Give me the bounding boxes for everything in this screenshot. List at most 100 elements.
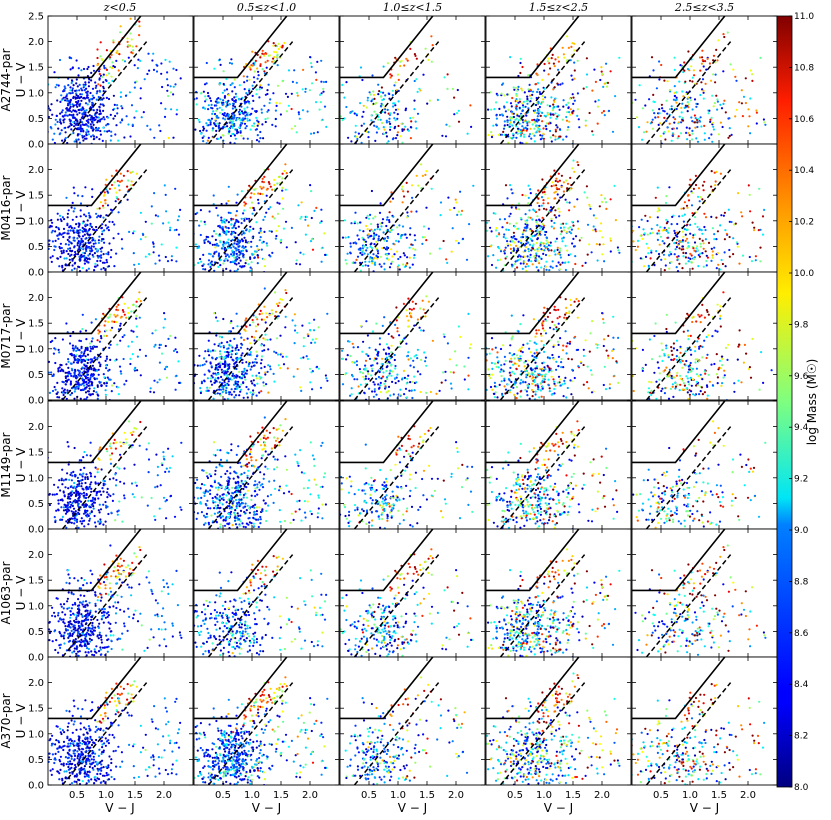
data-point — [223, 112, 226, 115]
data-point — [535, 219, 538, 222]
data-point — [536, 249, 539, 253]
data-point — [131, 170, 134, 173]
data-point — [526, 124, 529, 127]
data-point — [697, 265, 700, 268]
data-point — [101, 75, 104, 78]
data-point — [270, 230, 273, 233]
data-point — [524, 265, 527, 268]
data-point — [570, 232, 573, 235]
data-point — [216, 122, 219, 125]
data-point — [381, 221, 384, 224]
data-point — [543, 62, 546, 66]
data-point — [139, 238, 142, 241]
data-point — [383, 239, 386, 242]
x-axis-label: V − J — [690, 801, 719, 815]
data-point — [717, 263, 720, 266]
data-point — [235, 248, 238, 251]
data-point — [406, 216, 409, 219]
data-point — [666, 126, 669, 129]
data-point — [558, 214, 561, 217]
data-point — [461, 237, 465, 240]
data-point — [504, 246, 507, 249]
data-point — [443, 76, 446, 79]
data-point — [88, 387, 91, 390]
data-point — [96, 254, 99, 257]
data-point — [223, 95, 227, 98]
data-point — [135, 325, 138, 328]
data-point — [320, 260, 323, 263]
data-point — [545, 268, 548, 271]
data-point — [280, 238, 283, 241]
data-point — [521, 233, 524, 236]
data-point — [714, 73, 717, 76]
data-point — [699, 116, 702, 119]
data-point — [405, 181, 408, 184]
data-point — [675, 107, 678, 111]
data-point — [87, 65, 90, 69]
data-point — [490, 230, 493, 233]
data-point — [350, 140, 353, 143]
data-point — [110, 174, 113, 177]
data-point — [90, 340, 93, 343]
data-point — [405, 57, 408, 60]
data-point — [277, 47, 280, 51]
data-point — [713, 171, 716, 174]
data-point — [422, 225, 426, 228]
data-point — [116, 343, 119, 346]
data-point — [396, 131, 399, 134]
data-point — [169, 85, 172, 88]
data-point — [209, 123, 212, 126]
data-point — [83, 135, 86, 138]
data-point — [249, 128, 252, 131]
data-point — [572, 102, 575, 105]
data-point — [557, 60, 561, 63]
data-point — [724, 111, 727, 114]
data-point — [79, 228, 82, 232]
data-point — [647, 246, 650, 250]
data-point — [510, 117, 513, 120]
data-point — [391, 138, 394, 141]
data-point — [268, 229, 271, 233]
data-point — [135, 172, 138, 175]
data-point — [673, 232, 677, 235]
data-point — [537, 88, 540, 91]
data-point — [230, 62, 234, 65]
data-point — [693, 98, 697, 101]
data-point — [529, 100, 532, 103]
data-point — [676, 137, 679, 140]
data-point — [536, 201, 539, 205]
data-point — [252, 227, 255, 230]
data-point — [271, 123, 274, 126]
data-point — [439, 214, 442, 217]
data-point — [105, 258, 108, 262]
data-point — [670, 139, 673, 142]
data-point — [698, 255, 702, 258]
data-point — [603, 260, 606, 263]
data-point — [120, 179, 123, 182]
data-point — [55, 114, 58, 117]
data-point — [76, 133, 80, 136]
data-point — [117, 211, 120, 214]
data-point — [88, 100, 91, 103]
data-point — [675, 98, 678, 101]
data-point — [209, 242, 212, 245]
data-point — [382, 231, 385, 234]
data-point — [261, 241, 264, 244]
data-point — [415, 57, 418, 60]
data-point — [273, 178, 276, 181]
data-point — [87, 130, 90, 133]
data-point — [205, 238, 208, 241]
data-point — [232, 102, 235, 105]
data-point — [67, 126, 70, 129]
data-point — [704, 216, 708, 219]
data-point — [553, 221, 556, 225]
data-point — [572, 109, 575, 112]
data-point — [601, 236, 604, 239]
data-point — [577, 163, 580, 167]
data-point — [64, 87, 67, 90]
uvj-panel — [485, 15, 632, 145]
data-point — [231, 107, 234, 110]
data-point — [253, 256, 256, 260]
data-point — [50, 260, 53, 263]
data-point — [220, 202, 223, 206]
